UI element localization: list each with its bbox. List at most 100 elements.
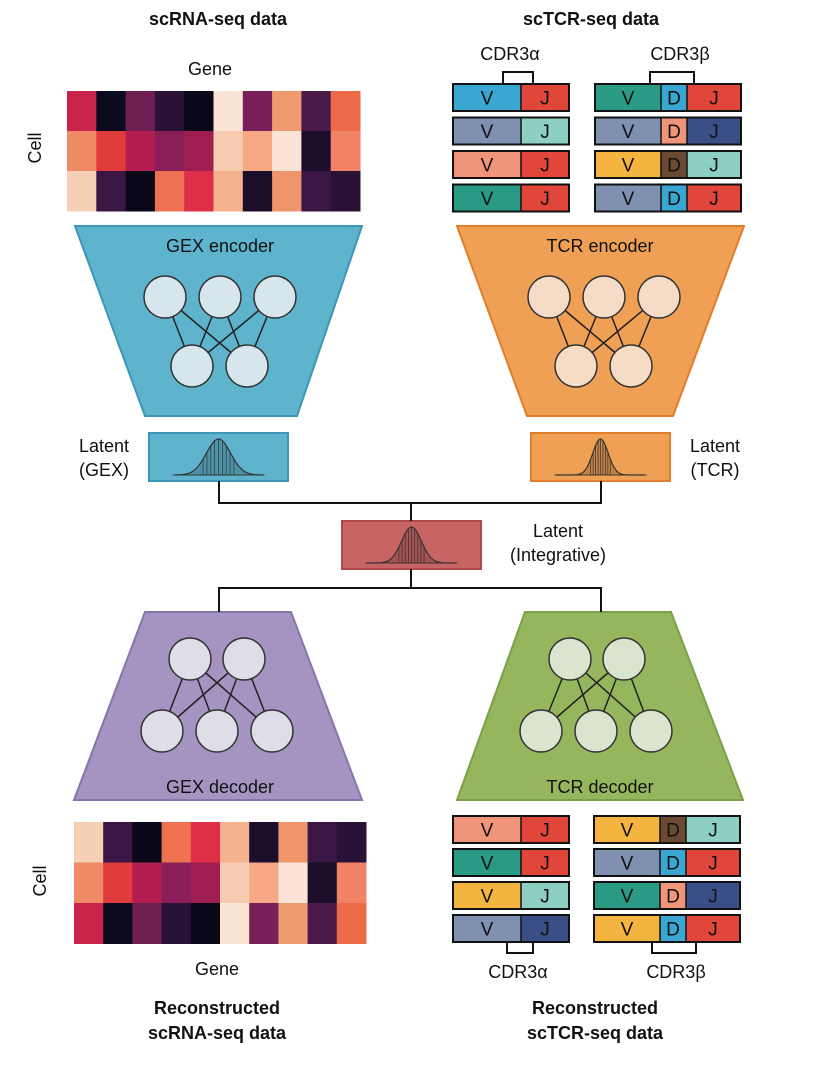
network-node	[198, 275, 242, 319]
v-segment	[595, 84, 661, 111]
heatmap-cell	[67, 171, 97, 212]
d-segment	[660, 849, 686, 876]
tcr-decoder-network	[519, 637, 673, 753]
network-node	[519, 709, 563, 753]
v-segment	[595, 151, 661, 178]
heatmap-cell	[278, 903, 309, 944]
j-segment	[686, 882, 740, 909]
heatmap-cell	[272, 131, 302, 172]
d-segment	[660, 816, 686, 843]
heatmap-cell	[154, 171, 185, 212]
gene-segment-label: V	[621, 854, 634, 875]
recon-scrna-title-line1: Reconstructed	[153, 998, 281, 1018]
heatmap-cell	[103, 862, 133, 904]
heatmap-top	[67, 91, 361, 212]
heatmap-cell	[220, 822, 250, 863]
gene-segment-label: D	[667, 189, 681, 210]
network-node	[143, 275, 187, 319]
gex-encoder-label: GEX encoder	[165, 236, 275, 256]
gene-segment-label: J	[540, 89, 550, 110]
latent-integrative-box	[341, 520, 482, 570]
heatmap-cell	[242, 91, 273, 132]
gene-axis-label-bottom: Gene	[194, 959, 240, 979]
chain-outline	[452, 848, 570, 877]
j-segment	[686, 915, 740, 942]
j-segment	[521, 915, 569, 942]
cdr3-beta-bracket-top	[649, 71, 695, 84]
j-segment	[687, 184, 741, 212]
heatmap-cell	[125, 131, 156, 172]
heatmap-cell	[307, 862, 338, 904]
latent-tcr-box	[530, 432, 671, 482]
gene-segment-label: D	[666, 821, 680, 842]
heatmap-cell	[74, 822, 104, 863]
j-segment	[521, 151, 569, 178]
heatmap-cell	[301, 131, 332, 172]
network-node	[168, 637, 212, 681]
gex-decoder-shape	[72, 611, 364, 801]
heatmap-cell	[125, 91, 156, 132]
network-node	[548, 637, 592, 681]
gene-segment-label: V	[481, 887, 494, 908]
chain-outline	[452, 815, 570, 844]
gene-segment-label: J	[708, 920, 718, 941]
heatmap-cell	[74, 903, 104, 944]
j-segment	[521, 117, 569, 145]
chain-outline	[593, 848, 741, 877]
latent-tcr-label-line1: Latent	[689, 436, 741, 456]
heatmap-cell	[161, 862, 192, 904]
heatmap-cell	[272, 91, 302, 132]
gex-decoder-network	[140, 637, 294, 753]
gene-segment-label: J	[540, 156, 550, 177]
cdr3-beta-label-bottom: CDR3β	[646, 962, 706, 982]
gene-segment-label: V	[481, 122, 494, 143]
d-segment	[661, 84, 687, 111]
latent-gex-box	[148, 432, 289, 482]
gene-segment-label: D	[666, 854, 680, 875]
v-segment	[453, 151, 521, 178]
gene-segment-label: J	[540, 854, 550, 875]
heatmap-cell	[74, 862, 104, 904]
heatmap-cell	[132, 862, 163, 904]
heatmap-cell	[249, 903, 279, 944]
tcr-repertoire-top: V J V J V J V J V D J V D J V D J V D J	[452, 83, 742, 213]
cdr3-alpha-label-top: CDR3α	[480, 44, 540, 64]
gene-segment-label: D	[667, 122, 681, 143]
j-segment	[687, 151, 741, 178]
j-segment	[521, 84, 569, 111]
network-node	[609, 344, 653, 388]
heatmap-cell	[336, 903, 367, 944]
j-segment	[687, 117, 741, 145]
gene-segment-label: V	[621, 821, 634, 842]
latent-gex-label-line2: (GEX)	[78, 460, 129, 480]
d-segment	[660, 915, 686, 942]
heatmap-cell	[132, 822, 163, 863]
cell-axis-label-bottom: Cell	[30, 865, 50, 897]
gene-segment-label: J	[540, 920, 550, 941]
recon-sctcr-title-line2: scTCR-seq data	[526, 1023, 664, 1043]
v-segment	[595, 184, 661, 212]
network-node	[170, 344, 214, 388]
heatmap-cell	[184, 131, 214, 172]
gene-segment-label: J	[708, 887, 718, 908]
heatmap-cell	[103, 903, 133, 944]
gene-segment-label: V	[621, 887, 634, 908]
chain-outline	[452, 183, 570, 213]
heatmap-cell	[330, 91, 361, 132]
latent-merge-connector	[218, 481, 602, 504]
v-segment	[594, 816, 660, 843]
chain-outline	[452, 881, 570, 910]
cdr3-beta-label-top: CDR3β	[650, 44, 710, 64]
gene-segment-label: J	[709, 156, 719, 177]
sctcr-title: scTCR-seq data	[522, 9, 660, 29]
latent-gex-label-line1: Latent	[78, 436, 130, 456]
gene-segment-label: D	[667, 89, 681, 110]
heatmap-cell	[67, 131, 97, 172]
tcr-repertoire-bottom: V J V J V J V J V D J V D J V D J V D J	[452, 815, 741, 943]
heatmap-cell	[132, 903, 163, 944]
chain-outline	[594, 150, 742, 179]
network-node	[527, 275, 571, 319]
heatmap-cell	[154, 91, 185, 132]
network-node	[225, 344, 269, 388]
